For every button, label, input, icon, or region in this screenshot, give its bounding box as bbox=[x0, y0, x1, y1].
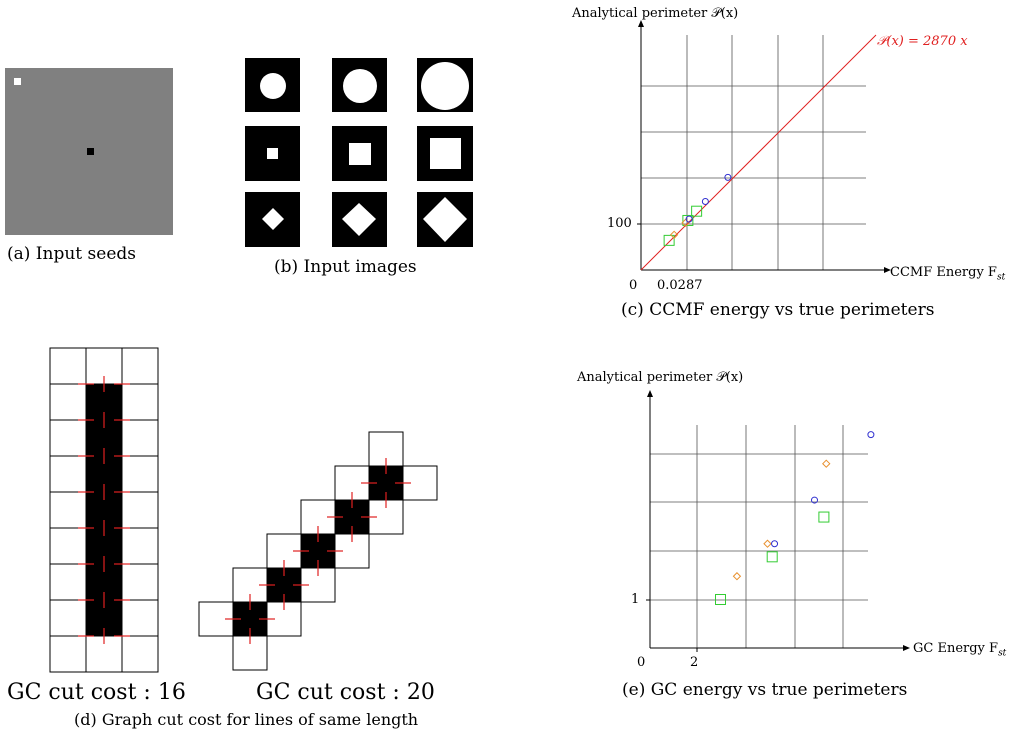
c-tick-y-100: 100 bbox=[607, 216, 632, 231]
e-tick-x-0: 0 bbox=[637, 655, 646, 670]
e-x-arrow bbox=[903, 645, 910, 651]
e-point-square-2 bbox=[818, 511, 830, 523]
square-shape-medium bbox=[349, 143, 371, 165]
left-cell-0-0 bbox=[49, 347, 87, 385]
gc-cost-right: GC cut cost : 20 bbox=[256, 680, 435, 705]
e-point-circle-0 bbox=[771, 540, 779, 548]
left-cell-6-2 bbox=[121, 563, 159, 601]
caption-d: (d) Graph cut cost for lines of same len… bbox=[74, 710, 419, 729]
e-point-circle-2 bbox=[867, 431, 875, 439]
caption-b: (b) Input images bbox=[274, 257, 417, 277]
c-x-axis-sub: st bbox=[996, 272, 1006, 283]
gc-cost-left: GC cut cost : 16 bbox=[7, 680, 186, 705]
c-point-circle-0 bbox=[685, 215, 693, 223]
left-cell-0-1 bbox=[85, 347, 123, 385]
diamond-shape-small bbox=[262, 208, 284, 230]
caption-a: (a) Input seeds bbox=[7, 244, 136, 264]
e-tick-y-1: 1 bbox=[631, 592, 640, 607]
caption-c: (c) CCMF energy vs true perimeters bbox=[621, 300, 935, 320]
circle-shape-large bbox=[421, 62, 469, 110]
chart-c bbox=[637, 20, 891, 273]
c-fit-label: 𝒫(x) = 2870 x bbox=[877, 34, 968, 49]
c-point-circle-2 bbox=[724, 173, 732, 181]
c-point-diamond-0 bbox=[669, 230, 679, 240]
e-y-arrow bbox=[647, 390, 653, 397]
square-shape-large bbox=[430, 138, 461, 169]
left-cell-5-2 bbox=[121, 527, 159, 565]
left-cell-1-0 bbox=[49, 383, 87, 421]
c-y-arrow bbox=[638, 20, 644, 27]
left-cell-3-2 bbox=[121, 455, 159, 493]
left-cell-6-0 bbox=[49, 563, 87, 601]
c-x-axis-text: CCMF Energy F bbox=[890, 265, 997, 280]
left-cell-4-0 bbox=[49, 491, 87, 529]
e-point-diamond-2 bbox=[822, 459, 831, 468]
e-x-axis-label: GC Energy Fst bbox=[913, 641, 1006, 659]
input-images-grid bbox=[245, 58, 473, 247]
c-x-arrow bbox=[884, 267, 891, 273]
left-cell-1-2 bbox=[121, 383, 159, 421]
e-tick-x-2: 2 bbox=[690, 655, 699, 670]
c-point-square-1 bbox=[682, 214, 694, 226]
c-fit-line bbox=[640, 34, 877, 271]
left-cell-5-0 bbox=[49, 527, 87, 565]
c-point-square-2 bbox=[691, 205, 703, 217]
e-x-axis-text: GC Energy F bbox=[913, 641, 999, 656]
e-x-axis-sub: st bbox=[998, 648, 1007, 659]
e-point-square-1 bbox=[766, 551, 778, 563]
c-point-square-0 bbox=[663, 234, 675, 246]
diamond-shape-medium bbox=[342, 203, 376, 236]
c-x-axis-label: CCMF Energy Fst bbox=[890, 265, 1005, 283]
left-cell-8-2 bbox=[121, 635, 159, 673]
left-cell-4-2 bbox=[121, 491, 159, 529]
diamond-shape-large bbox=[423, 197, 467, 242]
graph-cut-grids bbox=[49, 347, 438, 673]
circle-shape-small bbox=[260, 73, 286, 99]
caption-e: (e) GC energy vs true perimeters bbox=[622, 680, 908, 700]
left-cell-0-2 bbox=[121, 347, 159, 385]
e-point-square-0 bbox=[715, 594, 726, 605]
left-cell-8-0 bbox=[49, 635, 87, 673]
left-cell-2-2 bbox=[121, 419, 159, 457]
c-y-axis-label: Analytical perimeter 𝒫(x) bbox=[572, 6, 739, 21]
circle-shape-medium bbox=[343, 69, 377, 103]
c-tick-x-0: 0 bbox=[629, 278, 638, 293]
seed-background bbox=[87, 148, 94, 155]
square-shape-small bbox=[267, 148, 278, 159]
seed-foreground bbox=[14, 78, 21, 85]
e-point-circle-1 bbox=[811, 496, 818, 504]
chart-e bbox=[646, 390, 910, 652]
left-cell-2-0 bbox=[49, 419, 87, 457]
e-y-axis-label: Analytical perimeter 𝒫(x) bbox=[577, 370, 744, 385]
e-point-diamond-0 bbox=[732, 572, 742, 581]
left-cell-3-0 bbox=[49, 455, 87, 493]
c-tick-x-0287: 0.0287 bbox=[657, 278, 703, 293]
c-point-circle-1 bbox=[701, 197, 709, 205]
e-point-diamond-1 bbox=[763, 539, 772, 548]
left-cell-7-0 bbox=[49, 599, 87, 637]
left-cell-7-2 bbox=[121, 599, 159, 637]
